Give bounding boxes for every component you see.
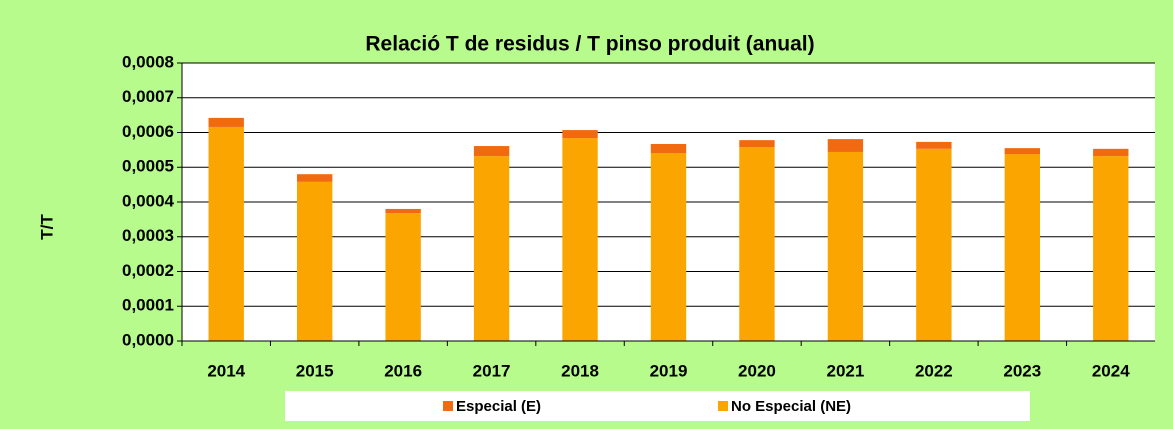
x-tick-label: 2017 — [473, 361, 511, 380]
x-tick-label: 2016 — [384, 361, 422, 380]
bar-segment — [473, 146, 510, 157]
bar-segment — [650, 153, 687, 341]
bar-segment — [916, 141, 952, 149]
bar-segment — [208, 126, 244, 341]
x-tick-label: 2021 — [826, 361, 864, 380]
bar-segment — [739, 140, 775, 148]
bar-segment — [208, 117, 244, 127]
y-tick-label: 0,0000 — [122, 330, 174, 349]
bar-segment — [1093, 156, 1129, 341]
y-tick-label: 0,0005 — [122, 157, 174, 176]
bar-segment — [916, 148, 952, 341]
x-tick-label: 2024 — [1092, 361, 1130, 380]
x-tick-label: 2019 — [650, 361, 688, 380]
bar-segment — [385, 208, 421, 214]
y-tick-label: 0,0006 — [122, 122, 174, 141]
y-tick-label: 0,0004 — [122, 191, 175, 210]
legend-swatch — [718, 401, 728, 411]
bar-segment — [1004, 154, 1041, 341]
legend-swatch — [443, 401, 453, 411]
y-tick-label: 0,0008 — [122, 52, 174, 71]
bar-segment — [385, 213, 421, 341]
bar-segment — [1093, 148, 1129, 157]
bar-segment — [739, 147, 775, 341]
y-tick-label: 0,0007 — [122, 87, 174, 106]
y-tick-label: 0,0002 — [122, 261, 174, 280]
chart-title: Relació T de residus / T pinso produit (… — [365, 33, 814, 56]
bar-segment — [827, 139, 864, 152]
bar-segment — [827, 151, 864, 341]
bar-segment — [562, 130, 598, 139]
legend — [285, 391, 1030, 421]
bar-segment — [1004, 148, 1041, 155]
bar-segment — [473, 156, 510, 341]
x-tick-label: 2023 — [1003, 361, 1041, 380]
x-tick-label: 2015 — [296, 361, 334, 380]
x-tick-label: 2018 — [561, 361, 599, 380]
x-tick-label: 2014 — [207, 361, 245, 380]
bar-segment — [296, 174, 333, 182]
y-axis-label: T/T — [37, 214, 56, 240]
legend-label: No Especial (NE) — [731, 398, 851, 415]
y-tick-label: 0,0003 — [122, 226, 174, 245]
x-tick-label: 2022 — [915, 361, 953, 380]
legend-label: Especial (E) — [456, 398, 541, 415]
bar-segment — [562, 138, 598, 341]
bar-segment — [650, 143, 687, 154]
x-tick-label: 2020 — [738, 361, 776, 380]
bar-segment — [296, 181, 333, 341]
y-tick-label: 0,0001 — [122, 296, 174, 315]
